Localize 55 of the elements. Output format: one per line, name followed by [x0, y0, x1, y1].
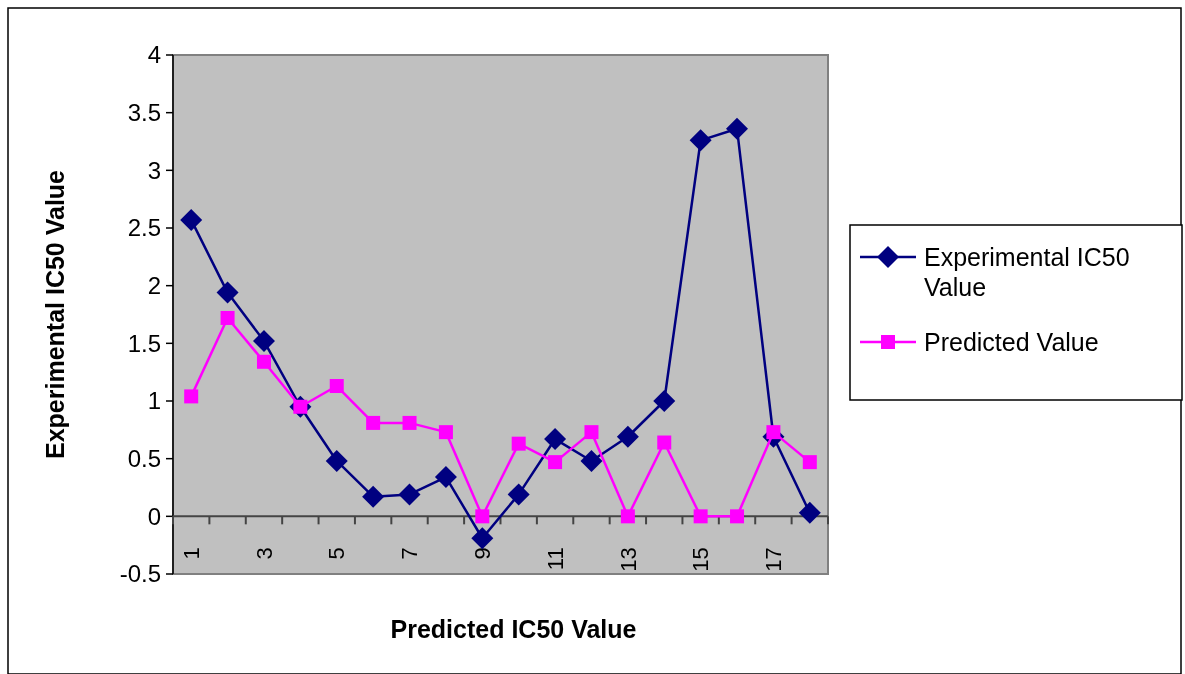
y-tick-label: -0.5 [119, 560, 161, 588]
x-tick-label: 7 [397, 547, 423, 560]
x-axis-title: Predicted IC50 Value [390, 615, 637, 643]
point [329, 379, 344, 394]
point [471, 527, 494, 550]
point [220, 310, 235, 325]
point [252, 330, 275, 353]
x-tick-label: 3 [251, 547, 277, 560]
point [580, 449, 603, 472]
point [475, 509, 490, 524]
point [653, 390, 676, 412]
point [507, 483, 530, 506]
point [689, 129, 712, 152]
y-tick-label: 2.5 [127, 214, 161, 242]
point [434, 466, 457, 489]
x-tick-label: 11 [542, 547, 568, 571]
x-tick-label: 17 [761, 547, 787, 572]
point [693, 509, 708, 524]
y-tick-label: 1.5 [127, 329, 161, 357]
x-tick-label: 9 [470, 547, 496, 560]
y-tick-label: 1 [147, 387, 161, 415]
point [438, 425, 453, 440]
y-tick-label: 0.5 [127, 445, 161, 473]
point [325, 449, 348, 472]
point [726, 117, 749, 140]
x-tick-label: 1 [178, 547, 204, 560]
point [511, 436, 526, 451]
point [548, 455, 563, 470]
point [802, 455, 817, 470]
legend-label: Predicted Value [924, 327, 1099, 356]
y-tick-label: 0 [147, 502, 161, 530]
point [366, 415, 381, 430]
y-tick-label: 2 [147, 272, 161, 300]
point [620, 509, 635, 524]
point [616, 425, 639, 448]
y-tick-label: 3 [147, 156, 161, 184]
point [657, 435, 672, 450]
point [584, 425, 599, 440]
point [184, 389, 199, 404]
legend-label: Experimental IC50 Value [924, 242, 1130, 301]
point [730, 509, 745, 524]
point [180, 208, 203, 231]
y-axis-title: Experimental IC50 Value [41, 169, 69, 460]
point [362, 485, 385, 508]
point [798, 501, 821, 524]
point [256, 354, 271, 369]
point [402, 415, 417, 430]
y-tick-label: 4 [147, 41, 161, 69]
x-tick-label: 13 [615, 547, 641, 572]
point [398, 483, 421, 506]
point [544, 428, 567, 451]
point [216, 281, 239, 304]
y-tick-label: 3.5 [127, 99, 161, 127]
x-tick-label: 5 [324, 547, 350, 560]
x-tick-label: 15 [688, 547, 714, 572]
